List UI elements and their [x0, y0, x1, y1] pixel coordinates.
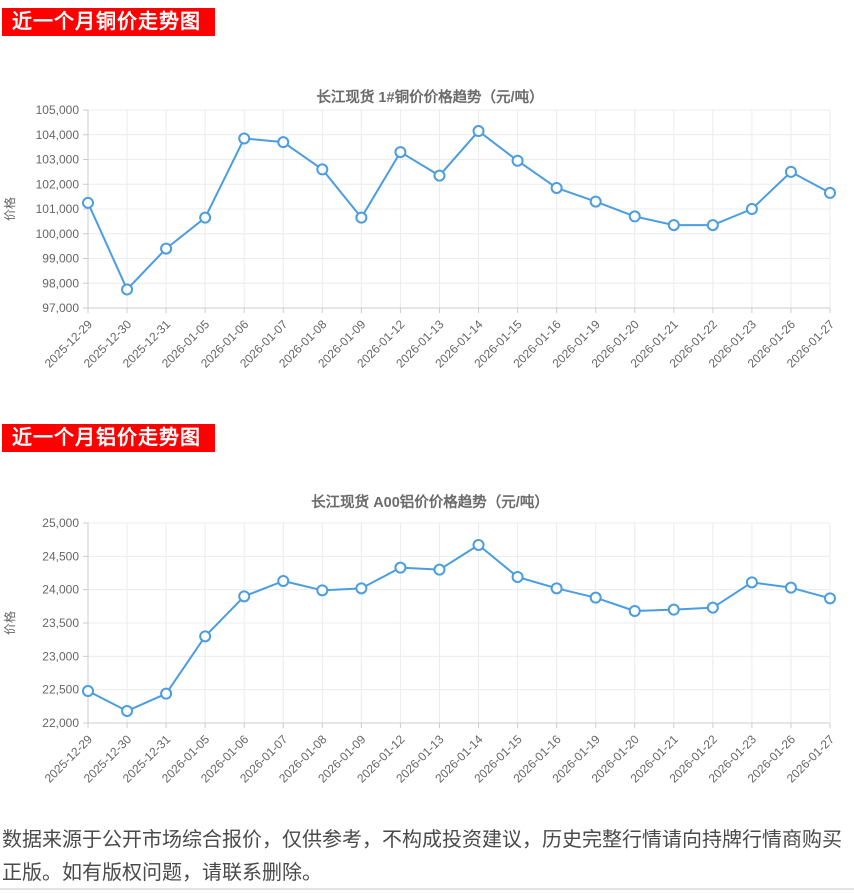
y-axis-tick-label: 22,500 — [42, 683, 79, 697]
data-point[interactable] — [355, 211, 368, 224]
data-point[interactable] — [121, 283, 134, 296]
data-point[interactable] — [121, 705, 134, 717]
y-axis-tick-label: 23,500 — [42, 616, 79, 630]
data-point[interactable] — [784, 581, 797, 594]
y-axis-tick-label: 103,000 — [36, 153, 80, 167]
data-point[interactable] — [745, 203, 758, 215]
data-point[interactable] — [355, 582, 368, 595]
data-point[interactable] — [784, 165, 797, 178]
data-point[interactable] — [745, 576, 758, 589]
y-axis-tick-label: 102,000 — [36, 177, 80, 191]
data-point[interactable] — [667, 219, 680, 232]
data-point[interactable] — [550, 181, 563, 194]
data-point[interactable] — [824, 592, 836, 605]
data-point[interactable] — [472, 125, 485, 138]
data-point[interactable] — [824, 186, 836, 199]
data-point[interactable] — [160, 242, 173, 255]
data-point[interactable] — [277, 136, 290, 149]
y-axis-tick-label: 24,500 — [42, 549, 79, 563]
data-point[interactable] — [472, 539, 485, 551]
aluminum-section-banner: 近一个月铝价走势图 — [2, 424, 215, 452]
data-point[interactable] — [199, 211, 212, 224]
copper-section-banner: 近一个月铜价走势图 — [2, 8, 215, 36]
y-axis-tick-label: 24,000 — [42, 583, 79, 597]
data-point[interactable] — [82, 685, 94, 697]
aluminum-price-line-chart: 长江现货 A00铝价价格趋势（元/吨） 价格 22,000 22,500 23,000 2… — [2, 493, 837, 786]
y-axis-tick-label: 101,000 — [36, 202, 80, 216]
data-point[interactable] — [589, 591, 602, 604]
data-point[interactable] — [433, 563, 446, 576]
series-line — [87, 130, 831, 291]
y-axis-tick-label: 23,000 — [42, 649, 79, 663]
series-line — [87, 544, 831, 712]
y-axis-name: 价格 — [2, 197, 17, 221]
data-point[interactable] — [394, 146, 407, 159]
data-point[interactable] — [316, 163, 329, 176]
y-axis-tick-label: 22,000 — [42, 716, 79, 730]
data-point[interactable] — [589, 195, 602, 208]
y-axis-tick-label: 104,000 — [36, 128, 80, 142]
data-point[interactable] — [277, 575, 290, 587]
data-point[interactable] — [667, 603, 680, 616]
data-point[interactable] — [550, 582, 563, 595]
data-point[interactable] — [394, 561, 407, 574]
bottom-divider — [0, 888, 854, 890]
y-axis-tick-label: 97,000 — [42, 301, 79, 315]
data-point[interactable] — [82, 196, 94, 209]
data-point[interactable] — [238, 590, 251, 603]
y-axis-tick-label: 100,000 — [36, 227, 80, 241]
data-point[interactable] — [628, 605, 641, 617]
y-axis-tick-label: 99,000 — [42, 252, 79, 266]
data-point[interactable] — [706, 219, 719, 232]
data-point[interactable] — [706, 601, 719, 614]
data-point[interactable] — [511, 154, 524, 167]
copper-price-line-chart: 长江现货 1#铜价价格趋势（元/吨） 价格 97,000 98,000 99,000 10… — [2, 88, 837, 371]
data-point[interactable] — [160, 687, 173, 700]
chart-title: 长江现货 A00铝价价格趋势（元/吨） — [311, 493, 549, 511]
data-point[interactable] — [433, 169, 446, 182]
y-axis-tick-label: 25,000 — [42, 516, 79, 530]
y-axis-tick-label: 98,000 — [42, 276, 79, 290]
data-point[interactable] — [511, 571, 524, 583]
y-axis-tick-label: 105,000 — [36, 103, 80, 117]
disclaimer-text: 数据来源于公开市场综合报价，仅供参考，不构成投资建议，历史完整行情请向持牌行情商… — [2, 829, 842, 884]
y-axis-name: 价格 — [2, 611, 17, 635]
data-point[interactable] — [199, 630, 212, 643]
data-point[interactable] — [316, 584, 329, 597]
data-point[interactable] — [238, 132, 251, 145]
chart-title: 长江现货 1#铜价价格趋势（元/吨） — [316, 88, 543, 106]
data-point[interactable] — [628, 210, 641, 223]
